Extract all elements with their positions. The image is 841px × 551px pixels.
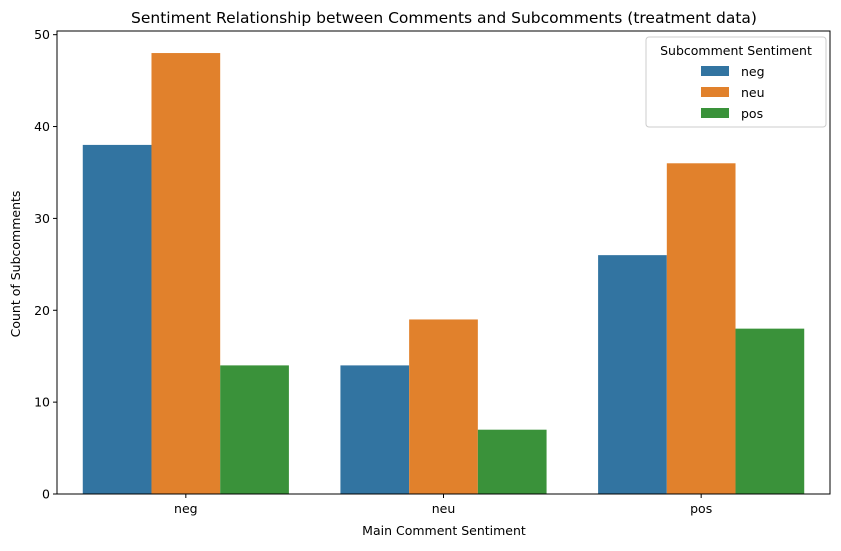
legend-title: Subcomment Sentiment bbox=[660, 43, 812, 58]
y-axis-label: Count of Subcomments bbox=[8, 191, 23, 338]
bar-pos-neg bbox=[220, 365, 289, 494]
bar-neg-neg bbox=[82, 144, 152, 494]
y-tick-label: 0 bbox=[42, 487, 50, 502]
y-tick-label: 20 bbox=[34, 303, 50, 318]
bar-neu-neg bbox=[151, 53, 221, 495]
bar-pos-pos bbox=[735, 328, 805, 494]
legend: Subcomment Sentiment neg neu pos bbox=[645, 36, 827, 128]
legend-label-pos: pos bbox=[741, 106, 763, 121]
axes-layer: 0 10 20 30 40 50 neg neu pos bbox=[34, 27, 831, 516]
x-tick-label: neg bbox=[174, 501, 198, 516]
legend-label-neg: neg bbox=[741, 64, 765, 79]
legend-label-neu: neu bbox=[741, 85, 765, 100]
bars-layer bbox=[82, 53, 805, 495]
x-tick-label: pos bbox=[690, 501, 712, 516]
x-tick-label: neu bbox=[432, 501, 456, 516]
legend-items: neg neu pos bbox=[701, 64, 765, 121]
bar-neg-neu bbox=[340, 365, 410, 494]
legend-swatch-neg bbox=[701, 66, 729, 76]
bar-neu-pos bbox=[666, 163, 736, 495]
y-tick-label: 10 bbox=[34, 395, 50, 410]
chart-title: Sentiment Relationship between Comments … bbox=[131, 9, 757, 27]
x-axis-label: Main Comment Sentiment bbox=[362, 523, 526, 538]
y-tick-label: 30 bbox=[34, 211, 50, 226]
y-tick-label: 40 bbox=[34, 119, 50, 134]
bar-pos-neu bbox=[477, 429, 547, 494]
y-tick-label: 50 bbox=[34, 27, 50, 42]
bar-neu-neu bbox=[409, 319, 478, 494]
legend-swatch-neu bbox=[701, 87, 729, 97]
legend-swatch-pos bbox=[701, 108, 729, 118]
legend-frame bbox=[645, 36, 827, 128]
bar-neg-pos bbox=[598, 255, 667, 494]
